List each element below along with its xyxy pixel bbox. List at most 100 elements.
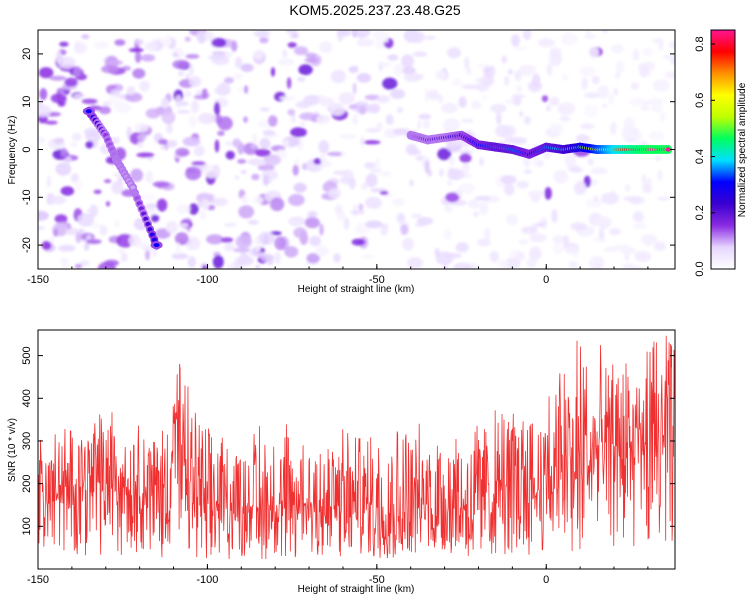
heatmap-cell [448,169,465,181]
heatmap-cell [633,48,639,61]
heatmap-cell [178,223,189,228]
heatmap-cell [208,54,226,60]
heatmap-cell [288,194,305,206]
heatmap-cell [48,195,67,205]
heatmap-cell [532,73,541,88]
heatmap-cell [247,158,265,166]
heatmap-cell [113,101,132,114]
heatmap-cell [391,198,406,206]
heatmap-cell [514,70,522,82]
heatmap-cell [580,123,595,130]
heatmap-cell [79,260,90,267]
heatmap-cell [365,220,383,229]
heatmap-cell [232,138,241,148]
heatmap-cell [241,194,248,204]
heatmap-cell [185,167,202,181]
heatmap-cell [274,251,281,265]
heatmap-cell [445,192,460,203]
top-y-tick-label: -20 [21,237,33,253]
heatmap-cell [38,99,43,108]
heatmap-cell [175,147,190,157]
heatmap-cell [318,140,330,154]
heatmap-cell [268,115,278,127]
heatmap-cell [574,181,587,195]
heatmap-cell [529,233,547,243]
heatmap-cell [293,182,307,193]
heatmap-cell [285,30,298,33]
bottom-x-tick-label: -150 [27,574,49,586]
heatmap-cell [101,65,119,74]
heatmap-cell [529,246,542,261]
heatmap-cell [306,253,320,264]
heatmap-cell [83,243,90,251]
heatmap-cell [534,222,547,228]
heatmap-cell [333,170,348,176]
bottom-y-tick-label: 400 [21,389,33,407]
heatmap-cell [590,167,608,175]
heatmap-cell [490,103,507,113]
heatmap-cell [586,30,592,38]
heatmap-cell [55,162,72,176]
heatmap-cell [176,204,191,214]
heatmap-cell [478,201,489,215]
heatmap-cell [240,170,247,174]
heatmap-cell [59,41,69,47]
heatmap-cell [479,157,484,167]
heatmap-cell [297,76,306,82]
heatmap-cell [337,30,351,37]
heatmap-cell [581,77,589,90]
heatmap-cell [58,56,76,69]
heatmap-cell [397,107,404,114]
heatmap-cell [526,258,537,268]
heatmap-cell [451,78,463,87]
heatmap-cell [568,167,584,173]
heatmap-cell [111,180,124,195]
heatmap-cell [330,69,346,84]
heatmap-cell [458,96,467,108]
heatmap-cell [591,75,600,85]
bottom-y-tick-label: 300 [21,432,33,450]
heatmap-cell [234,57,243,69]
heatmap-cell [642,47,653,57]
colorbar: 0.0 0.2 0.4 0.6 0.8 Normalized spectral ampl… [694,29,748,277]
heatmap-cell [364,94,381,101]
heatmap-cell [401,237,415,251]
heatmap-cell [504,75,510,86]
heatmap-cell [206,234,224,245]
heatmap-cell [255,264,261,269]
heatmap-cell [523,169,532,175]
heatmap-cell [568,260,578,269]
heatmap-cell [38,226,45,231]
heatmap-cell [585,198,603,208]
heatmap-cell [225,150,235,160]
top-x-tick-label: -100 [196,274,218,286]
heatmap-cell [641,173,647,186]
heatmap-cell [291,33,299,38]
heatmap-cell [358,105,367,115]
heatmap-cell [407,30,425,44]
top-y-axis-label: Frequency (Hz) [7,116,18,185]
heatmap-cell [205,31,215,41]
heatmap-cell [137,134,147,141]
heatmap-cell [459,153,472,163]
heatmap-cell [156,198,168,212]
heatmap-cell [629,97,645,107]
heatmap-cell [64,156,72,164]
heatmap-cell [224,222,237,227]
heatmap-cell [584,92,600,99]
heatmap-cell [217,130,225,136]
top-x-tick-label: -50 [369,274,385,286]
heatmap-cell [664,71,675,79]
heatmap-cell [405,143,418,156]
heatmap-cell [237,87,245,93]
heatmap-cell [139,193,157,201]
heatmap-cell [608,93,614,106]
heatmap-cell [441,102,458,114]
colorbar-tick-label: 0.0 [694,261,706,276]
heatmap-cell [445,252,462,259]
heatmap-cell [74,180,83,191]
heatmap-cell [551,209,558,223]
heatmap-cell [588,46,600,59]
heatmap-cell [200,199,210,211]
heatmap-cell [71,132,82,142]
